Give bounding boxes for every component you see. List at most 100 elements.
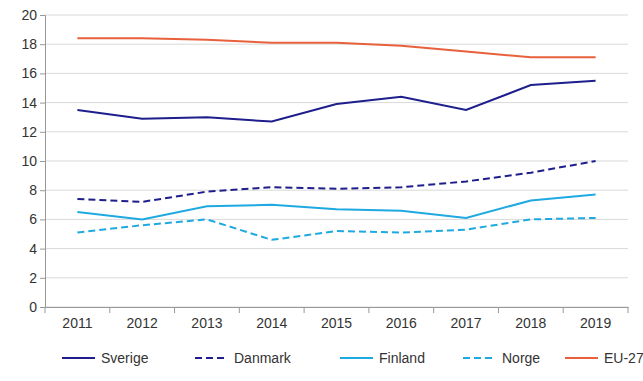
y-tick-label: 6 — [29, 211, 37, 227]
legend-swatch — [463, 357, 496, 359]
y-tick-label: 10 — [21, 153, 37, 169]
x-separator — [174, 307, 175, 313]
y-tick-label: 0 — [29, 299, 37, 315]
x-tick: 2013 — [191, 307, 222, 331]
legend-swatch — [195, 357, 228, 359]
x-tick: 2011 — [62, 307, 92, 331]
grid — [45, 15, 628, 307]
grid-line — [45, 161, 628, 162]
legend-label: Norge — [502, 350, 540, 366]
lines — [77, 38, 595, 239]
x-tick: 2012 — [127, 307, 158, 331]
legend: Sverige Danmark Finland Norge EU-27 — [62, 350, 643, 366]
x-separator — [498, 307, 499, 313]
x-separator — [368, 307, 369, 313]
x-axis-line — [46, 307, 629, 308]
y-tick-label: 2 — [29, 270, 37, 286]
y-tick-mark — [40, 15, 45, 16]
legend-item: EU-27 — [565, 350, 643, 366]
legend-item: Sverige — [62, 350, 149, 366]
plot: 0246810121416182020112012201320142015201… — [21, 7, 628, 331]
x-tick-label: 2017 — [450, 315, 481, 331]
grid-line — [45, 277, 628, 278]
y-tick: 14 — [21, 95, 45, 111]
x-tick-label: 2018 — [515, 315, 546, 331]
x-tick-label: 2019 — [580, 315, 611, 331]
y-tick-label: 16 — [21, 65, 37, 81]
y-tick: 20 — [21, 7, 45, 23]
y-tick: 10 — [21, 153, 45, 169]
legend-label: Danmark — [234, 350, 292, 366]
x-tick-label: 2013 — [191, 315, 222, 331]
y-tick: 12 — [21, 124, 45, 140]
grid-line — [45, 248, 628, 249]
x-separator — [628, 307, 629, 313]
series-line — [77, 81, 595, 122]
grid-line — [45, 73, 628, 74]
y-axis: 0 2 4 6 8 10 12 14 16 18 20 — [21, 7, 45, 315]
grid-line — [45, 102, 628, 103]
legend-item: Norge — [463, 350, 540, 366]
x-separators — [45, 307, 628, 313]
x-tick-label: 2011 — [62, 315, 92, 331]
series-line — [77, 218, 595, 240]
grid-line — [45, 15, 628, 16]
x-tick-label: 2016 — [386, 315, 417, 331]
y-tick: 0 — [29, 299, 45, 315]
legend-item: Danmark — [195, 350, 292, 366]
x-tick: 2017 — [450, 307, 481, 331]
x-separator — [239, 307, 240, 313]
series-line — [77, 195, 595, 220]
y-tick-label: 20 — [21, 7, 37, 23]
x-separator — [433, 307, 434, 313]
grid-line — [45, 190, 628, 191]
legend-swatch — [62, 357, 95, 359]
y-axis-line — [40, 16, 46, 308]
x-tick: 2016 — [386, 307, 417, 331]
x-tick-label: 2015 — [321, 315, 352, 331]
y-tick-mark — [40, 44, 45, 45]
y-tick-mark — [40, 132, 45, 133]
y-tick-label: 4 — [29, 241, 37, 257]
x-axis: 2011 2012 2013 2014 2015 2016 2017 2018 2019 — [45, 307, 629, 331]
y-tick: 2 — [29, 270, 45, 286]
y-tick-label: 12 — [21, 124, 37, 140]
y-tick-mark — [40, 278, 45, 279]
grid-line — [45, 44, 628, 45]
grid-line — [45, 307, 628, 308]
x-separator — [563, 307, 564, 313]
y-tick-mark — [40, 249, 45, 250]
legend-item: Finland — [340, 350, 425, 366]
y-tick-mark — [40, 307, 45, 308]
y-tick-mark — [40, 161, 45, 162]
y-tick: 4 — [29, 241, 45, 257]
x-separator — [109, 307, 110, 313]
y-tick-label: 18 — [21, 36, 37, 52]
x-tick: 2015 — [321, 307, 352, 331]
x-separator — [304, 307, 305, 313]
y-tick: 16 — [21, 65, 45, 81]
series-line — [77, 161, 595, 202]
legend-swatch — [340, 357, 373, 359]
legend-label: Sverige — [101, 350, 149, 366]
y-tick-mark — [40, 190, 45, 191]
series-line — [77, 38, 595, 57]
y-tick-mark — [40, 73, 45, 74]
x-tick-label: 2012 — [127, 315, 158, 331]
y-tick-mark — [40, 219, 45, 220]
grid-line — [45, 131, 628, 132]
chart: 0246810121416182020112012201320142015201… — [0, 0, 643, 381]
x-tick: 2014 — [256, 307, 287, 331]
y-tick-label: 14 — [21, 95, 37, 111]
legend-label: EU-27 — [604, 350, 643, 366]
y-tick: 18 — [21, 36, 45, 52]
y-tick: 6 — [29, 211, 45, 227]
x-tick: 2018 — [515, 307, 546, 331]
x-tick-label: 2014 — [256, 315, 287, 331]
x-separator — [45, 307, 46, 313]
legend-swatch — [565, 357, 598, 359]
y-tick-label: 8 — [29, 182, 37, 198]
y-tick-mark — [40, 103, 45, 104]
legend-label: Finland — [379, 350, 425, 366]
x-tick: 2019 — [580, 307, 611, 331]
